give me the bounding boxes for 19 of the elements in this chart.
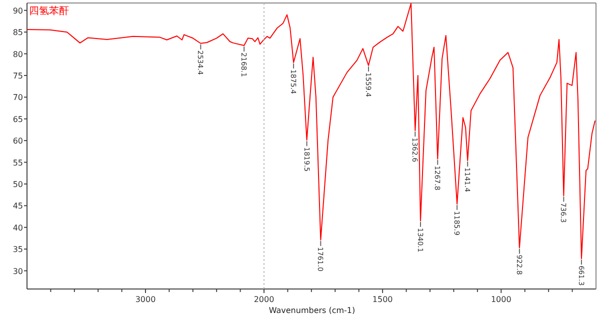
chart-title: 四氢苯酐 xyxy=(29,5,69,17)
x-tick-label: 2000 xyxy=(254,295,274,304)
y-tick-label: 90 xyxy=(12,6,23,16)
y-tick-label: 70 xyxy=(12,93,23,102)
y-tick-label: 75 xyxy=(12,71,23,80)
y-tick-label: 55 xyxy=(12,158,23,168)
y-tick-label: 85 xyxy=(12,28,23,38)
x-tick-label: 3000 xyxy=(135,295,156,304)
y-tick-label: 35 xyxy=(12,245,23,254)
y-tick-label: 45 xyxy=(12,202,23,211)
x-axis-title: Wavenumbers (cm-1) xyxy=(268,306,356,315)
x-tick-label: 1500 xyxy=(372,295,393,304)
x-tick-label: 1000 xyxy=(490,295,512,304)
y-tick-label: 50 xyxy=(12,180,23,189)
y-tick-label: 65 xyxy=(12,114,23,124)
y-tick-label: 30 xyxy=(12,266,23,276)
y-tick-label: 60 xyxy=(12,136,23,146)
y-tick-label: 80 xyxy=(12,50,23,59)
y-tick-label: 40 xyxy=(12,223,23,232)
